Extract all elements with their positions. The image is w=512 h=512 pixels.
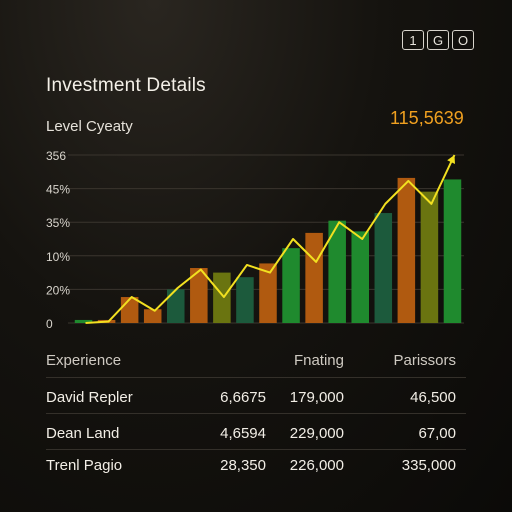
table-row[interactable]: David Repler 6,6675 179,000 46,500 bbox=[0, 389, 512, 425]
bar bbox=[74, 319, 93, 323]
bar bbox=[213, 272, 231, 323]
bar bbox=[120, 297, 139, 323]
y-tick-label: 35% bbox=[46, 216, 70, 230]
row-value-3: 335,000 bbox=[401, 457, 456, 474]
bar bbox=[236, 277, 254, 323]
y-tick-label: 20% bbox=[46, 283, 70, 297]
row-value-1: 6,6675 bbox=[220, 389, 266, 406]
chart-subtitle: Level Cyeaty bbox=[46, 118, 133, 135]
bar bbox=[397, 177, 416, 323]
row-value-1: 28,350 bbox=[220, 457, 266, 474]
y-tick-label: 10% bbox=[46, 250, 70, 264]
row-divider bbox=[46, 449, 466, 450]
trend-line bbox=[85, 154, 456, 324]
header-fnating: Fnating bbox=[293, 352, 344, 369]
bar bbox=[328, 220, 346, 323]
row-value-3: 46,500 bbox=[410, 389, 456, 406]
page-title: Investment Details bbox=[46, 75, 206, 96]
g-icon[interactable]: G bbox=[427, 30, 449, 50]
y-tick-label: 0 bbox=[46, 317, 53, 331]
row-name: Trenl Pagio bbox=[46, 457, 123, 474]
bar bbox=[143, 309, 162, 323]
row-value-2: 226,000 bbox=[289, 457, 344, 474]
row-value-3: 67,00 bbox=[418, 425, 456, 442]
toolbar-icon-group: 1 G O bbox=[402, 30, 477, 50]
row-divider bbox=[46, 377, 466, 378]
headline-value: 115,5639 bbox=[390, 108, 464, 128]
o-icon[interactable]: O bbox=[452, 30, 474, 50]
trend-arrow-icon bbox=[447, 155, 456, 164]
bar bbox=[443, 179, 462, 323]
row-divider bbox=[46, 413, 466, 414]
header-parissors: Parissors bbox=[393, 352, 456, 369]
bar bbox=[190, 268, 208, 323]
y-tick-label: 45% bbox=[46, 183, 70, 197]
investment-chart: 356 45% 35% 10% 20% 0 bbox=[46, 149, 464, 331]
one-icon[interactable]: 1 bbox=[402, 30, 424, 50]
bar bbox=[351, 231, 369, 323]
bar bbox=[420, 191, 439, 323]
row-value-1: 4,6594 bbox=[220, 425, 266, 442]
bar bbox=[282, 248, 300, 323]
y-tick-label: 356 bbox=[46, 149, 66, 163]
row-name: Dean Land bbox=[46, 425, 120, 442]
header-experience: Experience bbox=[46, 352, 122, 369]
row-value-2: 179,000 bbox=[289, 389, 344, 406]
bar bbox=[167, 289, 185, 323]
bar bbox=[259, 263, 277, 323]
table-row[interactable]: Trenl Pagio 28,350 226,000 335,000 bbox=[0, 457, 512, 493]
bar bbox=[374, 213, 393, 323]
row-name: David Repler bbox=[46, 389, 133, 406]
table-row[interactable]: Dean Land 4,6594 229,000 67,00 bbox=[0, 425, 512, 461]
table-header-row: Experience Fnating Parissors bbox=[0, 352, 512, 388]
row-value-2: 229,000 bbox=[289, 425, 344, 442]
bar bbox=[305, 232, 323, 323]
